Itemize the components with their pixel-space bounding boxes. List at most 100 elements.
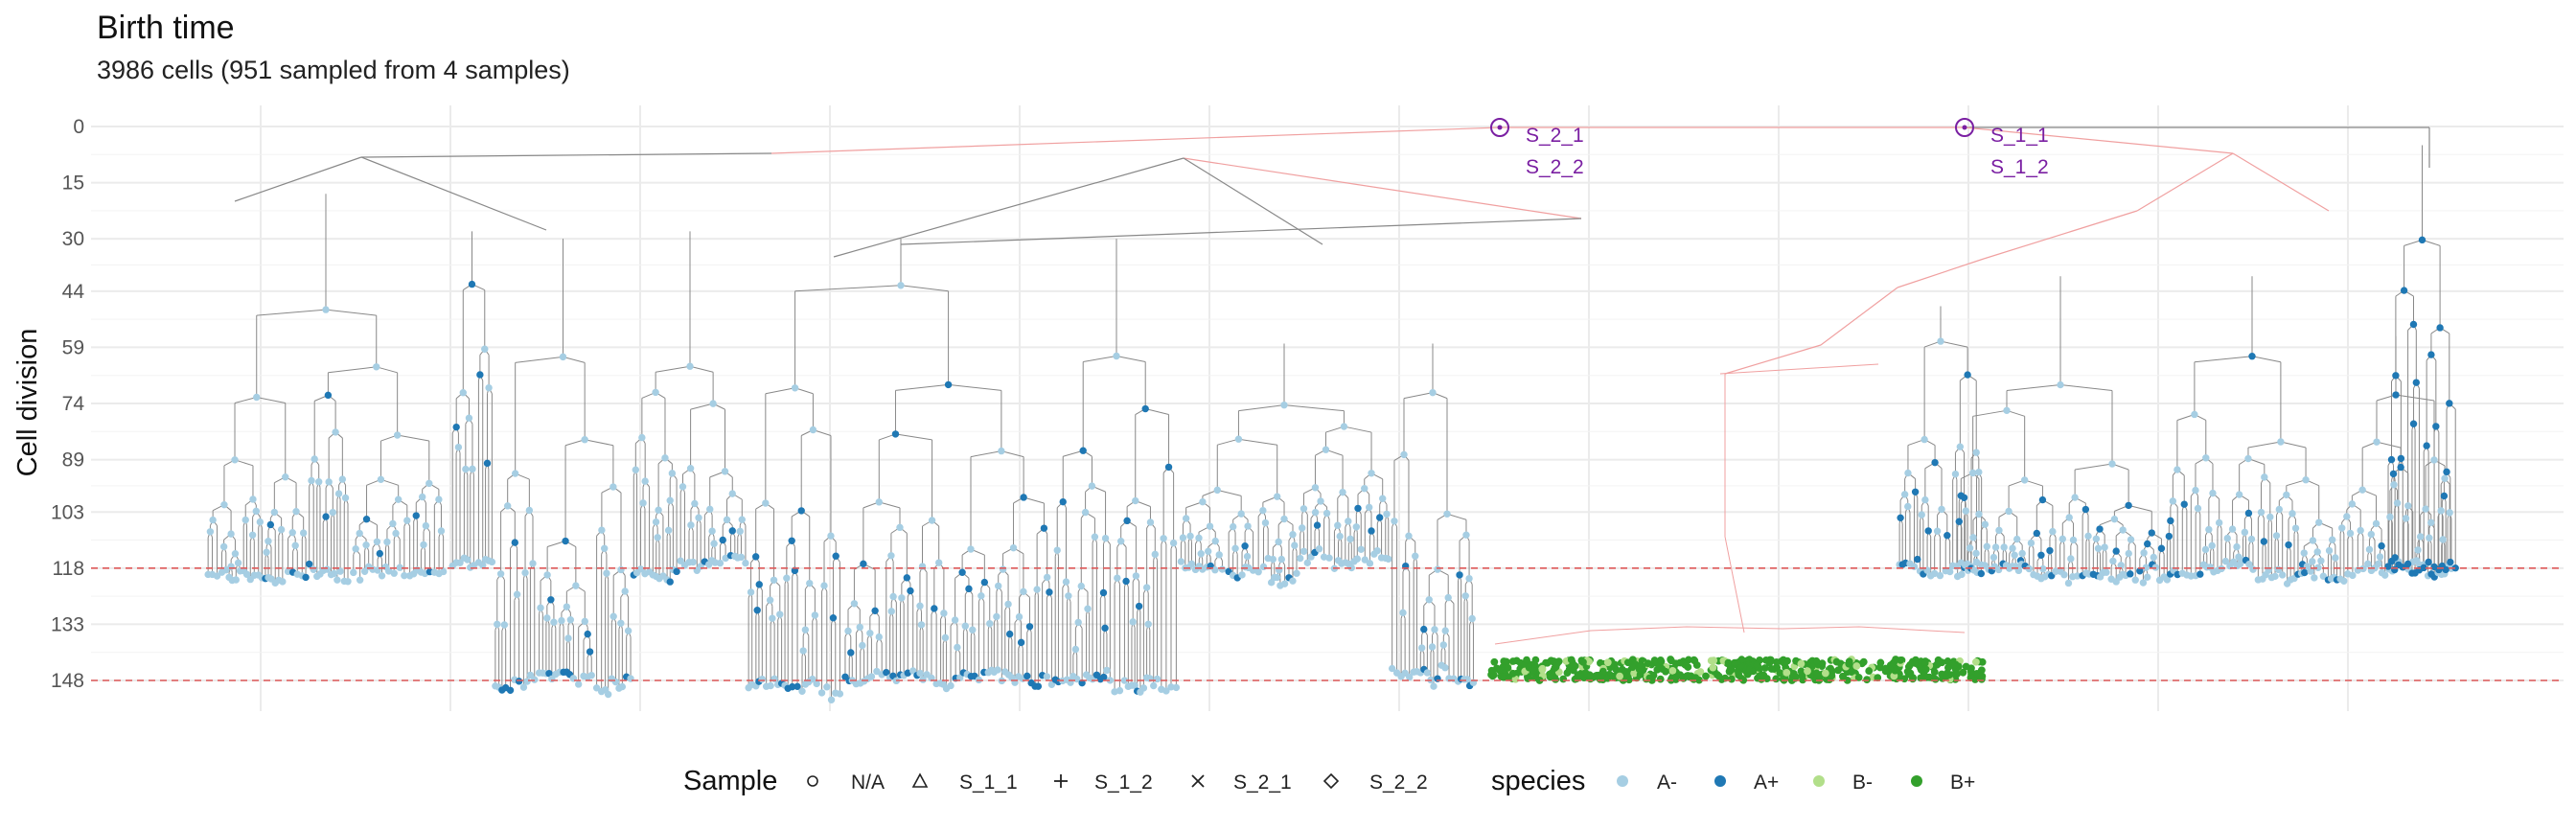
tree-node — [1116, 686, 1124, 695]
tree-node — [1922, 673, 1931, 681]
legend-plus-icon — [1054, 774, 1068, 788]
tree-node — [1598, 667, 1607, 676]
tree-node — [2014, 566, 2023, 575]
tree-edge — [2232, 152, 2330, 212]
tree-node — [2110, 515, 2119, 523]
tree-node — [2447, 558, 2454, 566]
tree-node — [308, 476, 315, 485]
tree-node — [1827, 664, 1834, 673]
tree-node — [971, 672, 978, 680]
tree-node — [468, 280, 476, 288]
tree-node — [2285, 541, 2292, 549]
tree-node — [1957, 492, 1965, 499]
tree-node — [2446, 509, 2453, 517]
tree-node — [1944, 532, 1951, 540]
tree-node — [2418, 236, 2426, 244]
tree-node — [2148, 529, 2155, 537]
tree-node — [2257, 508, 2266, 517]
legend-diamond-icon — [1322, 772, 1340, 790]
tree-node — [2223, 534, 2231, 542]
tree-node — [2390, 481, 2398, 489]
tree-node — [909, 667, 917, 675]
tree-node — [1495, 665, 1504, 674]
tree-node — [1361, 556, 1368, 564]
tree-node — [2194, 504, 2202, 513]
tree-node — [310, 455, 318, 463]
tree-node — [1132, 496, 1139, 505]
tree-node — [1804, 667, 1811, 676]
tree-node — [1609, 672, 1618, 680]
tree-edge — [765, 387, 795, 395]
tree-node — [2020, 476, 2029, 484]
tree-node — [1904, 469, 1912, 477]
tree-node — [1783, 656, 1791, 665]
tree-edge — [2247, 441, 2281, 449]
tree-node — [721, 468, 729, 475]
tree-node — [1300, 547, 1308, 555]
tree-node — [969, 626, 977, 633]
tree-node — [791, 384, 799, 392]
tree-node — [1379, 495, 1387, 502]
tree-node — [1656, 675, 1665, 683]
tree-node — [1500, 673, 1508, 681]
tree-edge — [1972, 409, 2008, 417]
tree-node — [1977, 569, 1986, 578]
tree-nodes — [204, 236, 2459, 703]
tree-node — [1779, 675, 1787, 683]
tree-node — [1291, 541, 1299, 549]
tree-node — [896, 523, 904, 532]
tree-node — [1955, 518, 1963, 525]
tree-node — [1280, 401, 1288, 409]
tree-node — [2065, 514, 2073, 521]
tree-node — [2191, 410, 2198, 419]
tree-node — [1684, 672, 1692, 679]
legend-color-swatch — [1813, 775, 1825, 787]
tree-node — [2247, 535, 2256, 543]
tree-node — [2402, 515, 2410, 522]
tree-node — [1726, 664, 1735, 673]
tree-node — [1237, 510, 1245, 518]
tree-node — [2127, 570, 2134, 578]
tree-node — [1897, 514, 1904, 522]
tree-node — [1668, 666, 1677, 675]
tree-node — [1542, 658, 1550, 667]
tree-node — [2364, 560, 2372, 568]
tree-node — [1752, 661, 1760, 669]
tree-node — [1650, 656, 1659, 664]
tree-node — [923, 671, 931, 679]
y-tick-label: 89 — [62, 449, 84, 472]
tree-node — [330, 569, 338, 578]
y-tick-label: 15 — [62, 173, 84, 195]
tree-node — [999, 565, 1007, 573]
tree-node — [1931, 458, 1939, 467]
root-marker-center — [1962, 125, 1967, 130]
tree-node — [1968, 469, 1977, 477]
tree-node — [1307, 553, 1315, 561]
tree-node — [1116, 538, 1125, 545]
tree-node — [762, 499, 770, 507]
tree-edge — [1964, 127, 2234, 154]
tree-node — [2209, 489, 2217, 497]
tree-node — [220, 500, 228, 509]
tree-node — [390, 569, 398, 577]
tree-node — [641, 477, 649, 485]
tree-node — [1043, 673, 1051, 680]
tree-node — [820, 582, 828, 589]
tree-node — [1144, 620, 1152, 628]
tree-node — [452, 423, 460, 431]
y-tick-label: 59 — [62, 336, 84, 358]
tree-node — [689, 558, 697, 566]
tree-node — [666, 496, 674, 504]
tree-node — [797, 507, 805, 515]
tree-node — [1975, 510, 1983, 518]
tree-node — [2348, 500, 2357, 508]
tree-node — [362, 515, 371, 523]
tree-node — [2397, 463, 2404, 472]
root-marker-center — [1497, 125, 1503, 130]
tree-node — [213, 572, 221, 580]
tree-node — [2300, 549, 2308, 557]
y-axis-ticks: 0 15 30 44 59 74 89 103 118 133 148 — [51, 116, 84, 692]
tree-node — [1261, 518, 1270, 527]
tree-node — [1966, 667, 1975, 676]
